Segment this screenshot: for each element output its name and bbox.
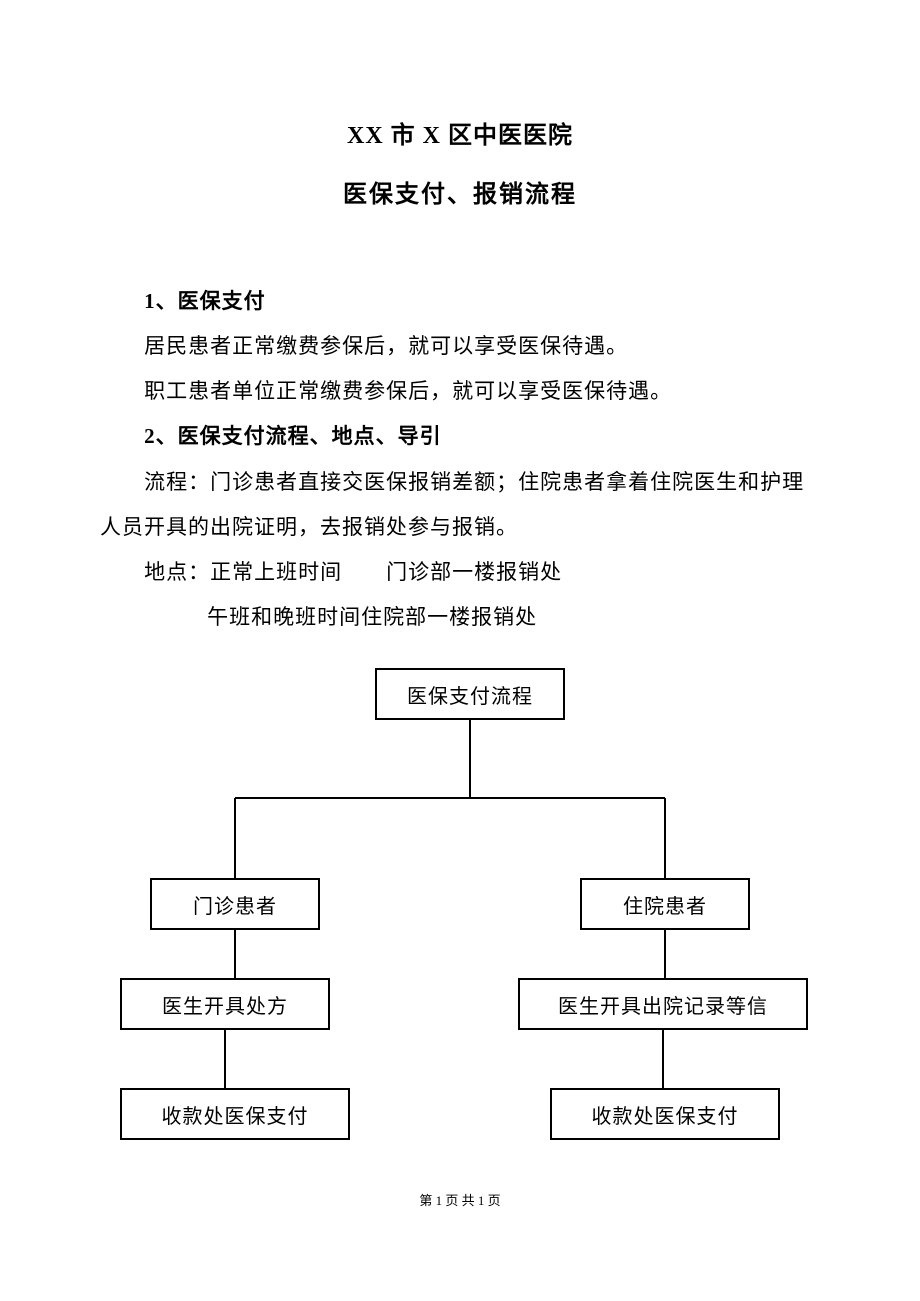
flowchart-node-left2: 医生开具处方	[120, 978, 330, 1030]
section-1-p1: 居民患者正常缴费参保后，就可以享受医保待遇。	[100, 324, 820, 369]
flowchart-edge	[234, 930, 236, 978]
flowchart-edge	[469, 720, 471, 798]
page-footer: 第 1 页 共 1 页	[0, 1190, 920, 1209]
flowchart-edge	[664, 798, 666, 878]
page-container: XX 市 X 区中医医院 医保支付、报销流程 1、医保支付 居民患者正常缴费参保…	[0, 0, 920, 1168]
section-1-heading: 1、医保支付	[100, 279, 820, 324]
section-2-p3: 午班和晚班时间住院部一楼报销处	[100, 595, 820, 640]
flowchart-node-root: 医保支付流程	[375, 668, 565, 720]
flowchart-node-left3: 收款处医保支付	[120, 1088, 350, 1140]
flowchart-edge	[235, 797, 665, 799]
flowchart-node-left1: 门诊患者	[150, 878, 320, 930]
section-1-p2: 职工患者单位正常缴费参保后，就可以享受医保待遇。	[100, 369, 820, 414]
flowchart-node-right1: 住院患者	[580, 878, 750, 930]
section-1-heading-text: 1、医保支付	[144, 289, 266, 313]
flowchart-edge	[224, 1030, 226, 1088]
flowchart-edge	[664, 930, 666, 978]
page-title-line-2: 医保支付、报销流程	[100, 174, 820, 209]
section-2-p1: 流程：门诊患者直接交医保报销差额；住院患者拿着住院医生和护理人员开具的出院证明，…	[100, 460, 820, 550]
flowchart-edge	[234, 798, 236, 878]
flowchart: 医保支付流程门诊患者住院患者医生开具处方医生开具出院记录等信收款处医保支付收款处…	[100, 668, 820, 1168]
flowchart-node-right2: 医生开具出院记录等信	[518, 978, 808, 1030]
section-2-p2: 地点：正常上班时间 门诊部一楼报销处	[100, 550, 820, 595]
page-title-line-1: XX 市 X 区中医医院	[100, 115, 820, 150]
section-2-heading: 2、医保支付流程、地点、导引	[100, 414, 820, 459]
section-2-heading-text: 2、医保支付流程、地点、导引	[144, 424, 442, 448]
body-text: 1、医保支付 居民患者正常缴费参保后，就可以享受医保待遇。 职工患者单位正常缴费…	[100, 279, 820, 640]
flowchart-node-right3: 收款处医保支付	[550, 1088, 780, 1140]
flowchart-edge	[662, 1030, 664, 1088]
